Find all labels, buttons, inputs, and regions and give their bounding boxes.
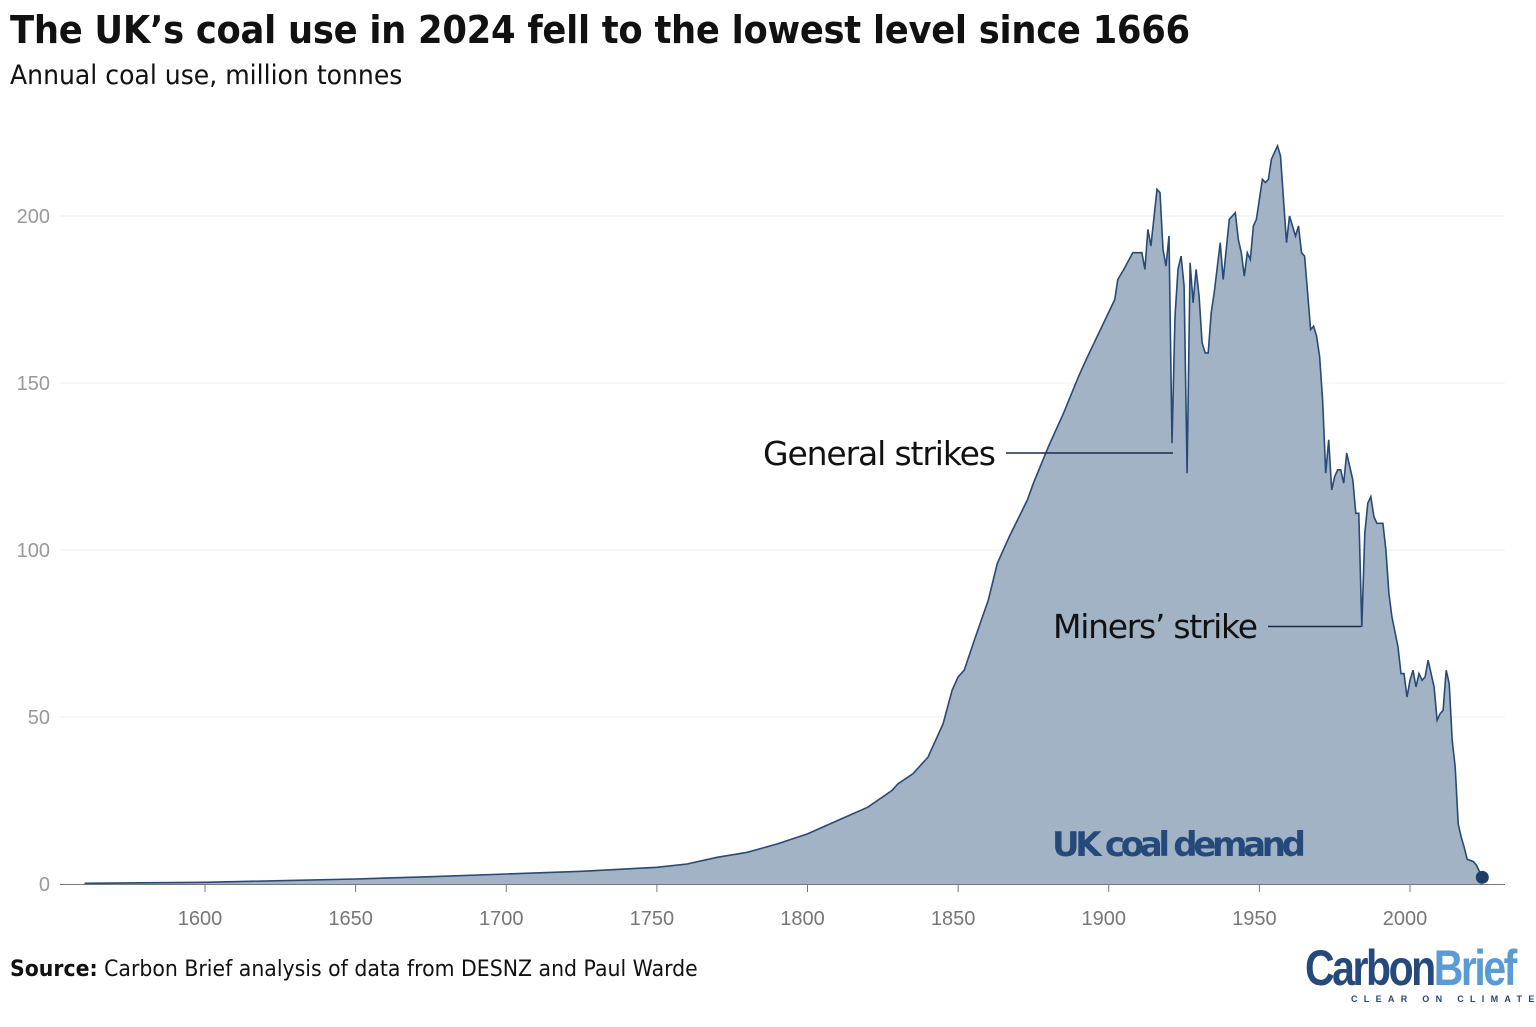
miners-strike-label: Miners’ strike	[1053, 607, 1258, 646]
x-tick-label: 1950	[1232, 908, 1277, 930]
coal-demand-line	[84, 143, 1484, 885]
x-tick-label: 1700	[479, 908, 524, 930]
logo-tagline: CLEAR ON CLIMATE	[1351, 994, 1536, 1004]
latest-value-dot	[1475, 870, 1489, 884]
chart-subtitle: Annual coal use, million tonnes	[10, 60, 403, 91]
x-tick-label: 1900	[1082, 908, 1127, 930]
x-tick-label: 1850	[931, 908, 976, 930]
chart-title: The UK’s coal use in 2024 fell to the lo…	[10, 8, 1190, 52]
source-note: Source: Carbon Brief analysis of data fr…	[10, 957, 698, 982]
general-strikes-label: General strikes	[763, 434, 996, 473]
y-tick-label: 0	[39, 874, 50, 896]
y-tick-label: 100	[17, 540, 50, 562]
y-tick-label: 50	[28, 707, 50, 729]
logo-part-carbon: Carbon	[1305, 940, 1436, 996]
y-tick-label: 200	[17, 206, 50, 228]
x-tick-label: 1650	[328, 908, 373, 930]
x-tick-label: 1600	[178, 908, 223, 930]
y-tick-label: 150	[17, 373, 50, 395]
coal-demand-area	[84, 145, 1483, 884]
x-tick-label: 2000	[1383, 908, 1428, 930]
source-text: Carbon Brief analysis of data from DESNZ…	[97, 957, 698, 982]
source-label: Source:	[10, 957, 98, 982]
series-label-uk-coal-demand: UK coal demand	[1052, 825, 1306, 865]
logo-part-brief: Brief	[1433, 940, 1518, 996]
x-tick-label: 1800	[780, 908, 825, 930]
carbon-brief-logo: CarbonBrief CLEAR ON CLIMATE	[1305, 940, 1536, 1004]
x-tick-label: 1750	[630, 908, 675, 930]
